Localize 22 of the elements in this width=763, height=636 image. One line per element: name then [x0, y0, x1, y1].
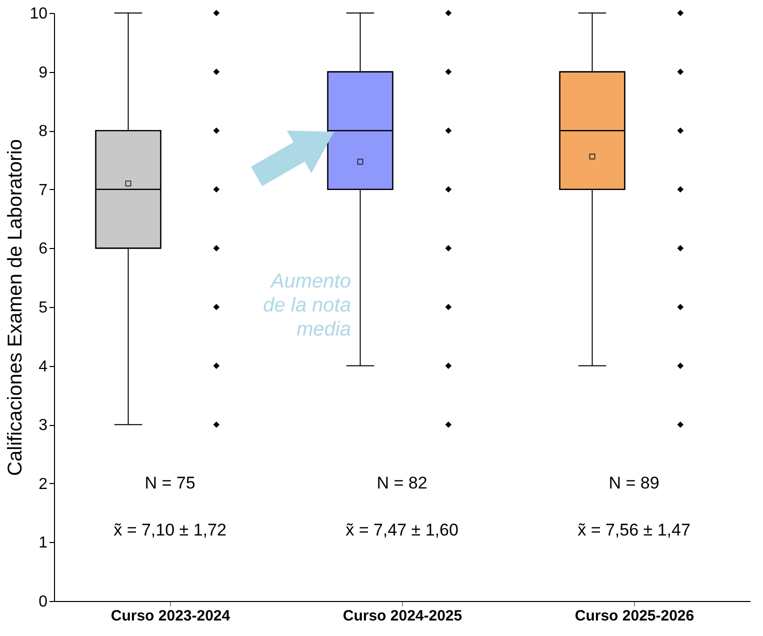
x-tick-label: Curso 2023-2024 [110, 608, 231, 624]
x-tick-label: Curso 2025-2026 [574, 608, 694, 624]
y-tick-label: 9 [38, 64, 48, 82]
y-tick-label: 4 [38, 358, 48, 376]
annotation: x̃ = 7,10 ± 1,72 [114, 520, 226, 540]
y-tick-label: 10 [30, 6, 48, 22]
annotation: Aumento de la nota media [263, 270, 351, 341]
annotation: x̃ = 7,47 ± 1,60 [346, 520, 458, 540]
y-axis-title: Calificaciones Examen de Laboratorio [4, 139, 27, 476]
annotation: x̃ = 7,56 ± 1,47 [578, 520, 690, 540]
x-tick-label: Curso 2024-2025 [342, 608, 462, 624]
y-tick-label: 0 [38, 594, 48, 610]
y-tick-label: 6 [38, 240, 48, 258]
annotation: N = 75 [144, 473, 196, 492]
y-tick-label: 7 [38, 182, 48, 199]
annotation: N = 82 [376, 473, 428, 492]
y-tick-label: 1 [38, 534, 48, 552]
y-tick-label: 3 [38, 417, 48, 434]
annotation: N = 89 [608, 473, 660, 492]
y-tick-label: 5 [38, 300, 48, 316]
y-tick-label: 2 [38, 476, 48, 493]
y-tick-label: 8 [38, 123, 48, 140]
